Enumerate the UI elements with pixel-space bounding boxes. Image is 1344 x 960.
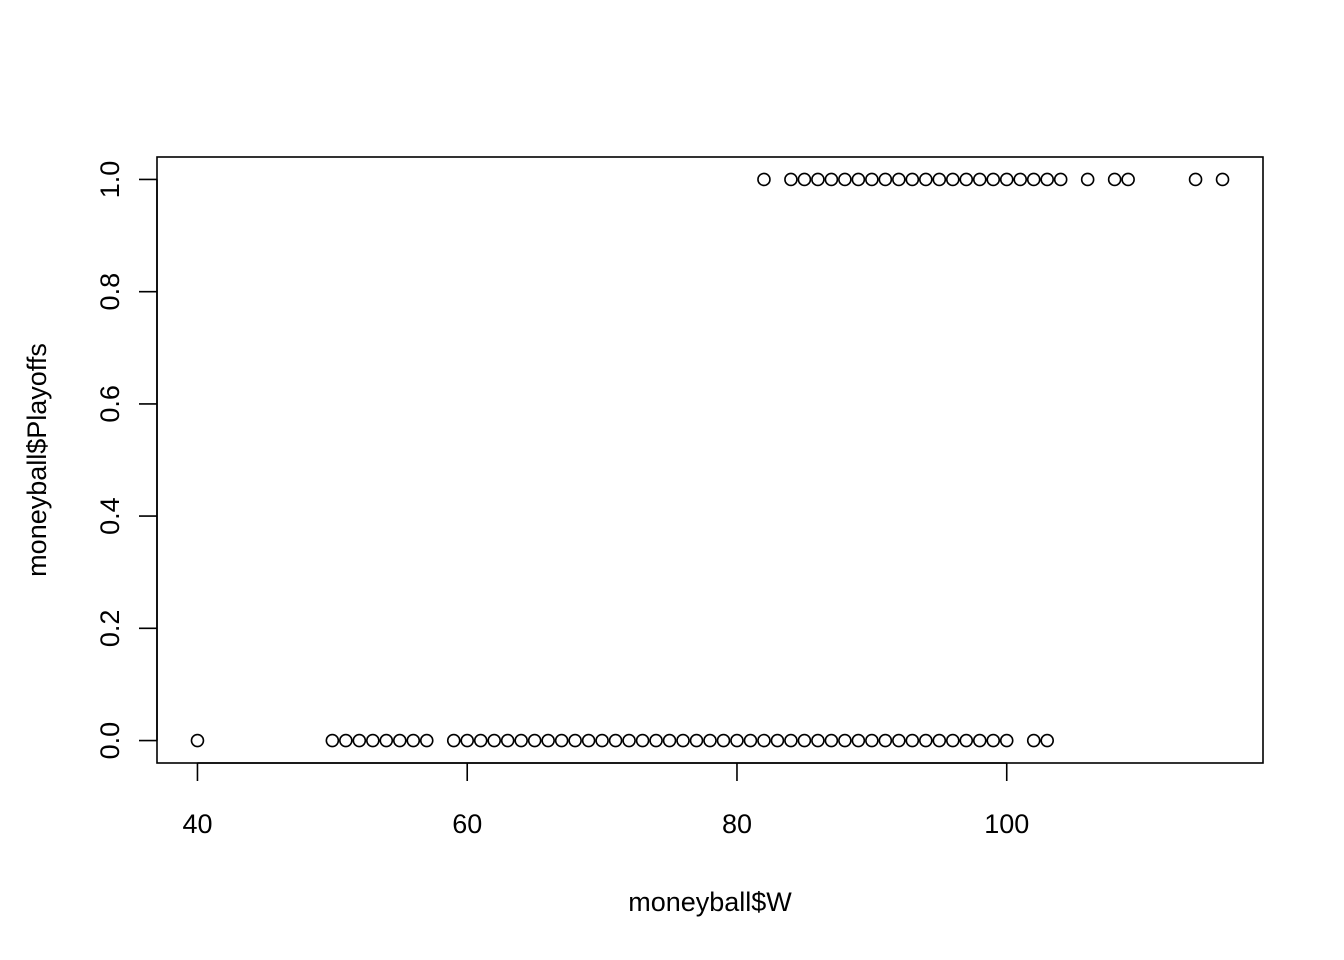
y-axis-label: moneyball$Playoffs	[22, 343, 52, 577]
data-point	[1013, 172, 1028, 187]
data-point	[635, 733, 650, 748]
data-point	[581, 733, 596, 748]
data-point	[1121, 172, 1135, 187]
data-point	[1188, 172, 1203, 187]
data-point	[851, 733, 866, 748]
data-point	[1026, 172, 1041, 187]
data-point	[689, 733, 704, 748]
y-tick-label: 0.2	[95, 610, 125, 648]
x-tick-label: 60	[452, 809, 482, 839]
data-point	[500, 733, 515, 748]
data-point	[1080, 172, 1095, 187]
data-point	[838, 172, 852, 187]
data-point	[865, 733, 879, 748]
data-point	[959, 172, 974, 187]
data-point	[784, 733, 798, 748]
data-point	[999, 733, 1014, 748]
data-point	[945, 733, 960, 748]
data-point	[811, 172, 825, 187]
data-point	[999, 172, 1014, 187]
data-point	[972, 733, 987, 748]
data-point	[703, 733, 717, 748]
data-point	[595, 733, 609, 748]
data-point	[797, 733, 812, 748]
data-point	[945, 172, 960, 187]
y-tick-label: 0.6	[95, 385, 125, 423]
y-tick-label: 0.8	[95, 273, 125, 311]
data-point	[838, 733, 852, 748]
data-point	[932, 172, 947, 187]
data-points	[190, 172, 1230, 748]
data-point	[1040, 172, 1054, 187]
data-point	[730, 733, 744, 748]
data-point	[865, 172, 879, 187]
data-point	[905, 172, 920, 187]
data-point	[676, 733, 690, 748]
x-tick-label: 80	[722, 809, 752, 839]
data-point	[784, 172, 798, 187]
data-point	[878, 733, 893, 748]
data-point	[446, 733, 461, 748]
data-point	[190, 733, 205, 748]
data-point	[1107, 172, 1122, 187]
data-point	[757, 172, 771, 187]
data-point	[662, 733, 677, 748]
data-point	[1053, 172, 1068, 187]
data-point	[487, 733, 501, 748]
data-point	[851, 172, 866, 187]
data-point	[986, 733, 1001, 748]
data-point	[419, 733, 434, 748]
data-point	[1040, 733, 1054, 748]
data-point	[392, 733, 407, 748]
data-point	[770, 733, 785, 748]
y-tick-label: 0.0	[95, 722, 125, 760]
data-point	[892, 733, 906, 748]
data-point	[905, 733, 920, 748]
data-point	[811, 733, 825, 748]
data-point	[622, 733, 636, 748]
data-point	[986, 172, 1001, 187]
data-point	[554, 733, 569, 748]
data-point	[972, 172, 987, 187]
data-point	[514, 733, 528, 748]
data-point	[959, 733, 974, 748]
data-point	[527, 733, 542, 748]
x-axis-label: moneyball$W	[628, 887, 792, 917]
data-point	[878, 172, 893, 187]
data-point	[919, 733, 933, 748]
data-point	[932, 733, 947, 748]
plot-frame	[156, 156, 1264, 764]
data-point	[473, 733, 488, 748]
data-point	[743, 733, 758, 748]
x-axis: 40 60 80 100	[182, 762, 1029, 839]
data-point	[608, 733, 623, 748]
data-point	[1026, 733, 1041, 748]
data-point	[757, 733, 771, 748]
data-point	[366, 733, 380, 748]
data-point	[379, 733, 394, 748]
data-point	[541, 733, 555, 748]
data-point	[325, 733, 340, 748]
data-point	[339, 733, 353, 748]
y-tick-label: 0.4	[95, 497, 125, 535]
y-tick-label: 1.0	[95, 161, 125, 199]
data-point	[919, 172, 933, 187]
data-point	[568, 733, 582, 748]
data-point	[352, 733, 367, 748]
data-point	[892, 172, 906, 187]
data-point	[824, 172, 839, 187]
data-point	[406, 733, 421, 748]
x-tick-label: 100	[984, 809, 1029, 839]
data-point	[460, 733, 475, 748]
x-tick-label: 40	[182, 809, 212, 839]
y-axis: 0.0 0.2 0.4 0.6 0.8 1.0	[95, 161, 158, 760]
data-point	[824, 733, 839, 748]
data-point	[649, 733, 663, 748]
data-point	[1215, 172, 1230, 187]
data-point	[716, 733, 731, 748]
data-point	[797, 172, 812, 187]
